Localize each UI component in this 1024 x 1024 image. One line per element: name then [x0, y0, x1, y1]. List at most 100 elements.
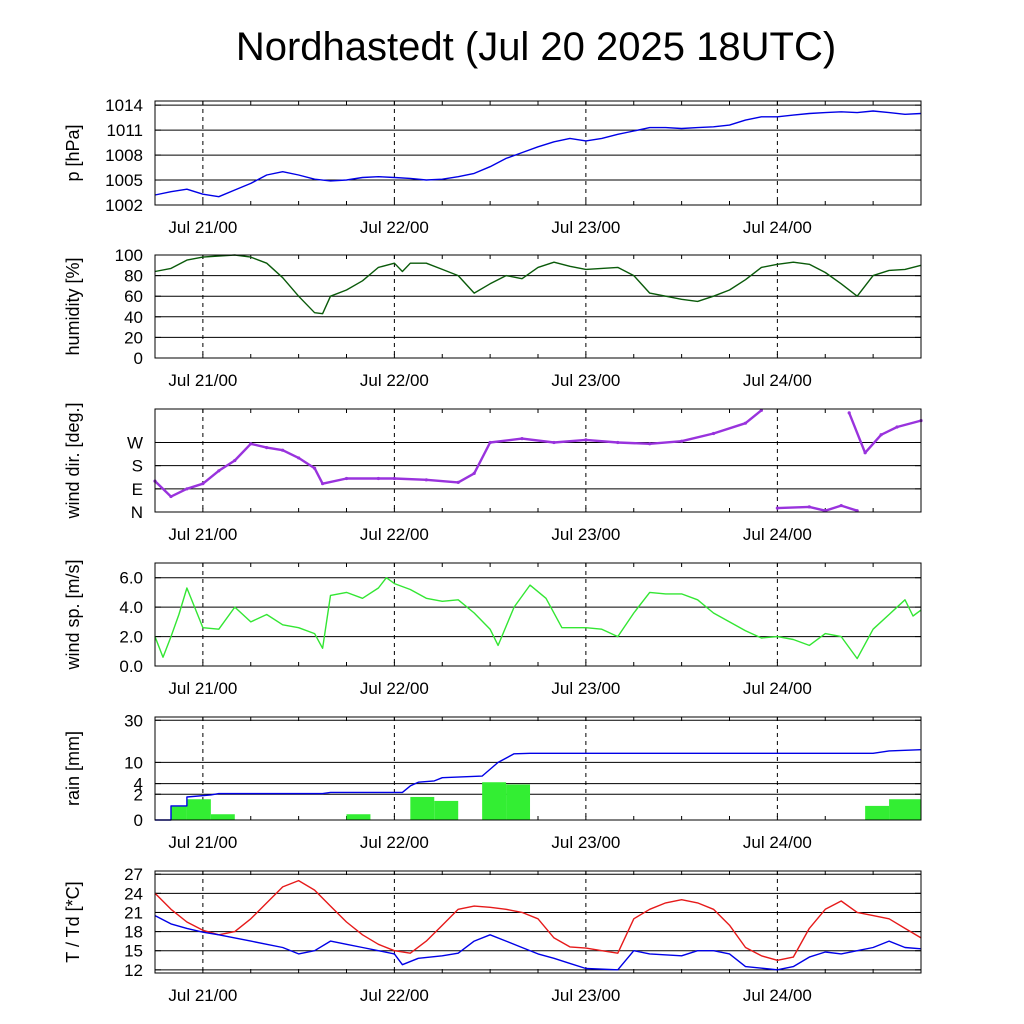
x-tick-label: Jul 22/00 [360, 371, 429, 390]
x-tick-label: Jul 23/00 [551, 218, 620, 237]
wind-dir-point [320, 482, 325, 486]
wind-dir-point [392, 476, 396, 481]
x-tick-label: Jul 24/00 [743, 833, 812, 852]
y-tick-label: 1014 [105, 96, 143, 115]
wind-dir-point [520, 437, 524, 441]
wind-dir-point [456, 480, 460, 484]
y-tick-label: S [132, 457, 143, 476]
rain-bar [170, 805, 187, 820]
series-line-rain [155, 749, 922, 821]
y-tick-label: 0.0 [119, 657, 143, 676]
wind-dir-point [648, 442, 652, 446]
y-tick-label: 80 [124, 267, 143, 286]
y-tick-label: W [127, 433, 143, 452]
wind-dir-point [233, 458, 237, 463]
x-tick-label: Jul 21/00 [168, 833, 237, 852]
x-tick-label: Jul 21/00 [168, 371, 237, 390]
x-tick-label: Jul 21/00 [168, 986, 237, 1005]
plot-frame [154, 408, 922, 513]
wind-dir-point [879, 433, 883, 437]
x-tick-label: Jul 24/00 [743, 371, 812, 390]
wind-dir-point [863, 451, 867, 455]
x-tick-label: Jul 23/00 [551, 986, 620, 1005]
wind-dir-point [584, 438, 588, 442]
wind-dir-point [424, 478, 428, 482]
y-tick-label: 10 [124, 753, 143, 772]
plot-frame [154, 254, 922, 359]
y-tick-label: 1005 [105, 171, 143, 190]
rain-bar [346, 814, 371, 820]
wind-dir-point [552, 440, 556, 445]
wind-dir-point [847, 411, 851, 415]
series-line-temperature [154, 879, 922, 961]
y-tick-label: 100 [115, 246, 143, 265]
x-tick-label: Jul 24/00 [743, 986, 812, 1005]
y-tick-label: 0 [134, 811, 143, 830]
y-tick-label: 60 [124, 287, 143, 306]
wind-dir-point [185, 487, 189, 491]
rain-bar [506, 784, 531, 820]
x-tick-label: Jul 21/00 [168, 525, 237, 544]
panel-pressure: 1002 1005 1008 1011 1014 Jul 21/00 Jul 22/00 Ju… [63, 96, 922, 237]
wind-dir-point [217, 469, 221, 473]
wind-dir-point [895, 425, 899, 429]
series-line-wind_direction [848, 412, 922, 454]
wind-dir-point [312, 466, 317, 470]
wind-dir-point [472, 471, 476, 475]
y-axis-label: rain [mm] [63, 731, 83, 806]
y-axis-label: T / Td [*C] [63, 881, 83, 962]
x-tick-label: Jul 22/00 [360, 525, 429, 544]
x-tick-label: Jul 24/00 [743, 525, 812, 544]
y-tick-label: 1011 [106, 121, 143, 140]
rain-bar [889, 799, 921, 820]
y-tick-label: 4.0 [119, 598, 143, 617]
y-tick-label: 6.0 [119, 569, 143, 588]
series-line-wind_speed [154, 577, 922, 660]
x-tick-label: Jul 22/00 [360, 986, 429, 1005]
x-tick-label: Jul 21/00 [168, 679, 237, 698]
y-tick-label: 1002 [105, 196, 143, 215]
wind-dir-point [488, 440, 492, 445]
wind-dir-point [376, 476, 381, 481]
x-tick-label: Jul 23/00 [551, 525, 620, 544]
y-tick-label: 2 [134, 785, 143, 804]
wind-dir-point [775, 506, 779, 510]
y-tick-label: 27 [124, 865, 143, 884]
y-tick-label: 4 [134, 775, 143, 794]
plot-frame [154, 100, 922, 206]
panel-wind_speed: 0.0 2.0 4.0 6.0 Jul 21/00 Jul 22/00 Jul 23/00 J… [63, 559, 922, 698]
x-tick-label: Jul 23/00 [551, 679, 620, 698]
y-tick-label: 2.0 [119, 628, 143, 647]
x-tick-label: Jul 22/00 [360, 679, 429, 698]
y-axis-label: p [hPa] [63, 124, 83, 181]
wind-dir-point [711, 431, 716, 436]
y-tick-label: N [131, 503, 143, 522]
x-tick-label: Jul 24/00 [743, 218, 812, 237]
wind-dir-point [281, 448, 285, 452]
y-tick-label: 30 [124, 711, 143, 730]
rain-bar [482, 782, 507, 820]
wind-dir-point [169, 494, 173, 499]
plot-frame [154, 562, 922, 667]
plot-frame [154, 870, 922, 974]
series-line-pressure [154, 110, 922, 198]
wind-dir-point [680, 439, 684, 443]
series-line-wind_direction [154, 409, 763, 498]
x-tick-label: Jul 22/00 [360, 833, 429, 852]
plot-frame [154, 716, 922, 821]
x-tick-label: Jul 24/00 [743, 679, 812, 698]
x-tick-label: Jul 23/00 [551, 833, 620, 852]
x-tick-label: Jul 21/00 [168, 218, 237, 237]
y-tick-label: 15 [124, 942, 143, 961]
y-tick-label: 0 [134, 349, 143, 368]
wind-dir-point [839, 503, 843, 508]
y-tick-label: 21 [124, 903, 143, 922]
rain-bar [186, 799, 211, 820]
wind-dir-point [807, 505, 811, 509]
rain-bar [210, 814, 235, 820]
